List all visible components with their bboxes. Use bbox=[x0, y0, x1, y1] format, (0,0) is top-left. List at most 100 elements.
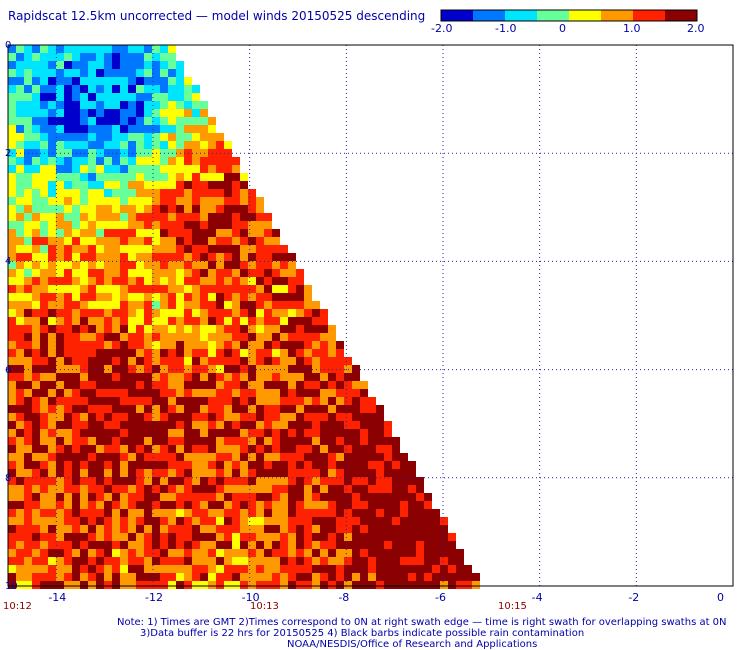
heatmap-cell bbox=[216, 397, 224, 405]
heatmap-cell bbox=[8, 429, 16, 437]
heatmap-cell bbox=[344, 429, 352, 437]
heatmap-cell bbox=[344, 461, 352, 469]
heatmap-cell bbox=[104, 237, 112, 245]
heatmap-cell bbox=[424, 493, 432, 501]
heatmap-cell bbox=[112, 189, 120, 197]
heatmap-cell bbox=[104, 173, 112, 181]
heatmap-cell bbox=[40, 197, 48, 205]
heatmap-cell bbox=[56, 365, 64, 373]
heatmap-cell bbox=[176, 61, 184, 69]
heatmap-cell bbox=[344, 469, 352, 477]
heatmap-cell bbox=[216, 133, 224, 141]
heatmap-cell bbox=[264, 373, 272, 381]
heatmap-cell bbox=[144, 61, 152, 69]
heatmap-cell bbox=[32, 85, 40, 93]
heatmap-cell bbox=[368, 581, 376, 589]
heatmap-cell bbox=[120, 125, 128, 133]
heatmap-cell bbox=[336, 453, 344, 461]
heatmap-cell bbox=[104, 413, 112, 421]
heatmap-cell bbox=[24, 381, 32, 389]
heatmap-cell bbox=[248, 469, 256, 477]
heatmap-cell bbox=[8, 445, 16, 453]
heatmap-cell bbox=[72, 469, 80, 477]
heatmap-cell bbox=[312, 493, 320, 501]
heatmap-cell bbox=[112, 493, 120, 501]
heatmap-cell bbox=[232, 453, 240, 461]
heatmap-cell bbox=[64, 301, 72, 309]
heatmap-cell bbox=[376, 517, 384, 525]
heatmap-cell bbox=[360, 493, 368, 501]
heatmap-cell bbox=[176, 285, 184, 293]
heatmap-cell bbox=[200, 197, 208, 205]
heatmap-cell bbox=[48, 381, 56, 389]
heatmap-cell bbox=[48, 213, 56, 221]
heatmap-cell bbox=[160, 565, 168, 573]
heatmap-cell bbox=[40, 517, 48, 525]
heatmap-cell bbox=[160, 293, 168, 301]
heatmap-cell bbox=[312, 333, 320, 341]
heatmap-cell bbox=[80, 301, 88, 309]
heatmap-cell bbox=[176, 125, 184, 133]
heatmap-cell bbox=[216, 285, 224, 293]
heatmap-cell bbox=[272, 341, 280, 349]
heatmap-cell bbox=[240, 349, 248, 357]
heatmap-cell bbox=[16, 117, 24, 125]
heatmap-cell bbox=[208, 229, 216, 237]
heatmap-cell bbox=[64, 101, 72, 109]
colorbar-swatch bbox=[553, 10, 558, 21]
heatmap-cell bbox=[8, 325, 16, 333]
heatmap-cell bbox=[64, 285, 72, 293]
heatmap-cell bbox=[272, 389, 280, 397]
heatmap-cell bbox=[184, 413, 192, 421]
heatmap-cell bbox=[144, 197, 152, 205]
heatmap-cell bbox=[80, 77, 88, 85]
heatmap-cell bbox=[160, 133, 168, 141]
heatmap-cell bbox=[224, 565, 232, 573]
heatmap-cell bbox=[136, 133, 144, 141]
heatmap-cell bbox=[32, 293, 40, 301]
heatmap-cell bbox=[232, 341, 240, 349]
heatmap-cell bbox=[264, 325, 272, 333]
heatmap-cell bbox=[88, 349, 96, 357]
heatmap-cell bbox=[168, 405, 176, 413]
heatmap-cell bbox=[152, 93, 160, 101]
heatmap-cell bbox=[64, 405, 72, 413]
heatmap-cell bbox=[384, 477, 392, 485]
heatmap-cell bbox=[48, 397, 56, 405]
heatmap-cell bbox=[280, 381, 288, 389]
heatmap-cell bbox=[224, 445, 232, 453]
heatmap-cell bbox=[24, 517, 32, 525]
heatmap-cell bbox=[232, 405, 240, 413]
heatmap-cell bbox=[96, 181, 104, 189]
heatmap-cell bbox=[16, 557, 24, 565]
heatmap-cell bbox=[136, 349, 144, 357]
heatmap-cell bbox=[152, 405, 160, 413]
heatmap-cell bbox=[8, 293, 16, 301]
heatmap-cell bbox=[304, 413, 312, 421]
heatmap-cell bbox=[104, 453, 112, 461]
heatmap-cell bbox=[248, 349, 256, 357]
heatmap-cell bbox=[64, 525, 72, 533]
heatmap-cell bbox=[40, 173, 48, 181]
heatmap-cell bbox=[8, 237, 16, 245]
heatmap-cell bbox=[72, 261, 80, 269]
heatmap-cell bbox=[208, 261, 216, 269]
heatmap-cell bbox=[176, 269, 184, 277]
heatmap-cell bbox=[208, 221, 216, 229]
heatmap-cell bbox=[144, 429, 152, 437]
heatmap-cell bbox=[48, 357, 56, 365]
heatmap-cell bbox=[392, 437, 400, 445]
heatmap-cell bbox=[224, 437, 232, 445]
heatmap-cell bbox=[56, 165, 64, 173]
heatmap-cell bbox=[168, 469, 176, 477]
heatmap-cell bbox=[424, 565, 432, 573]
heatmap-cell bbox=[16, 461, 24, 469]
heatmap-cell bbox=[96, 229, 104, 237]
heatmap-cell bbox=[184, 357, 192, 365]
heatmap-cell bbox=[104, 197, 112, 205]
heatmap-cell bbox=[152, 485, 160, 493]
heatmap-cell bbox=[8, 285, 16, 293]
heatmap-cell bbox=[40, 53, 48, 61]
heatmap-cell bbox=[272, 573, 280, 581]
heatmap-cell bbox=[56, 309, 64, 317]
